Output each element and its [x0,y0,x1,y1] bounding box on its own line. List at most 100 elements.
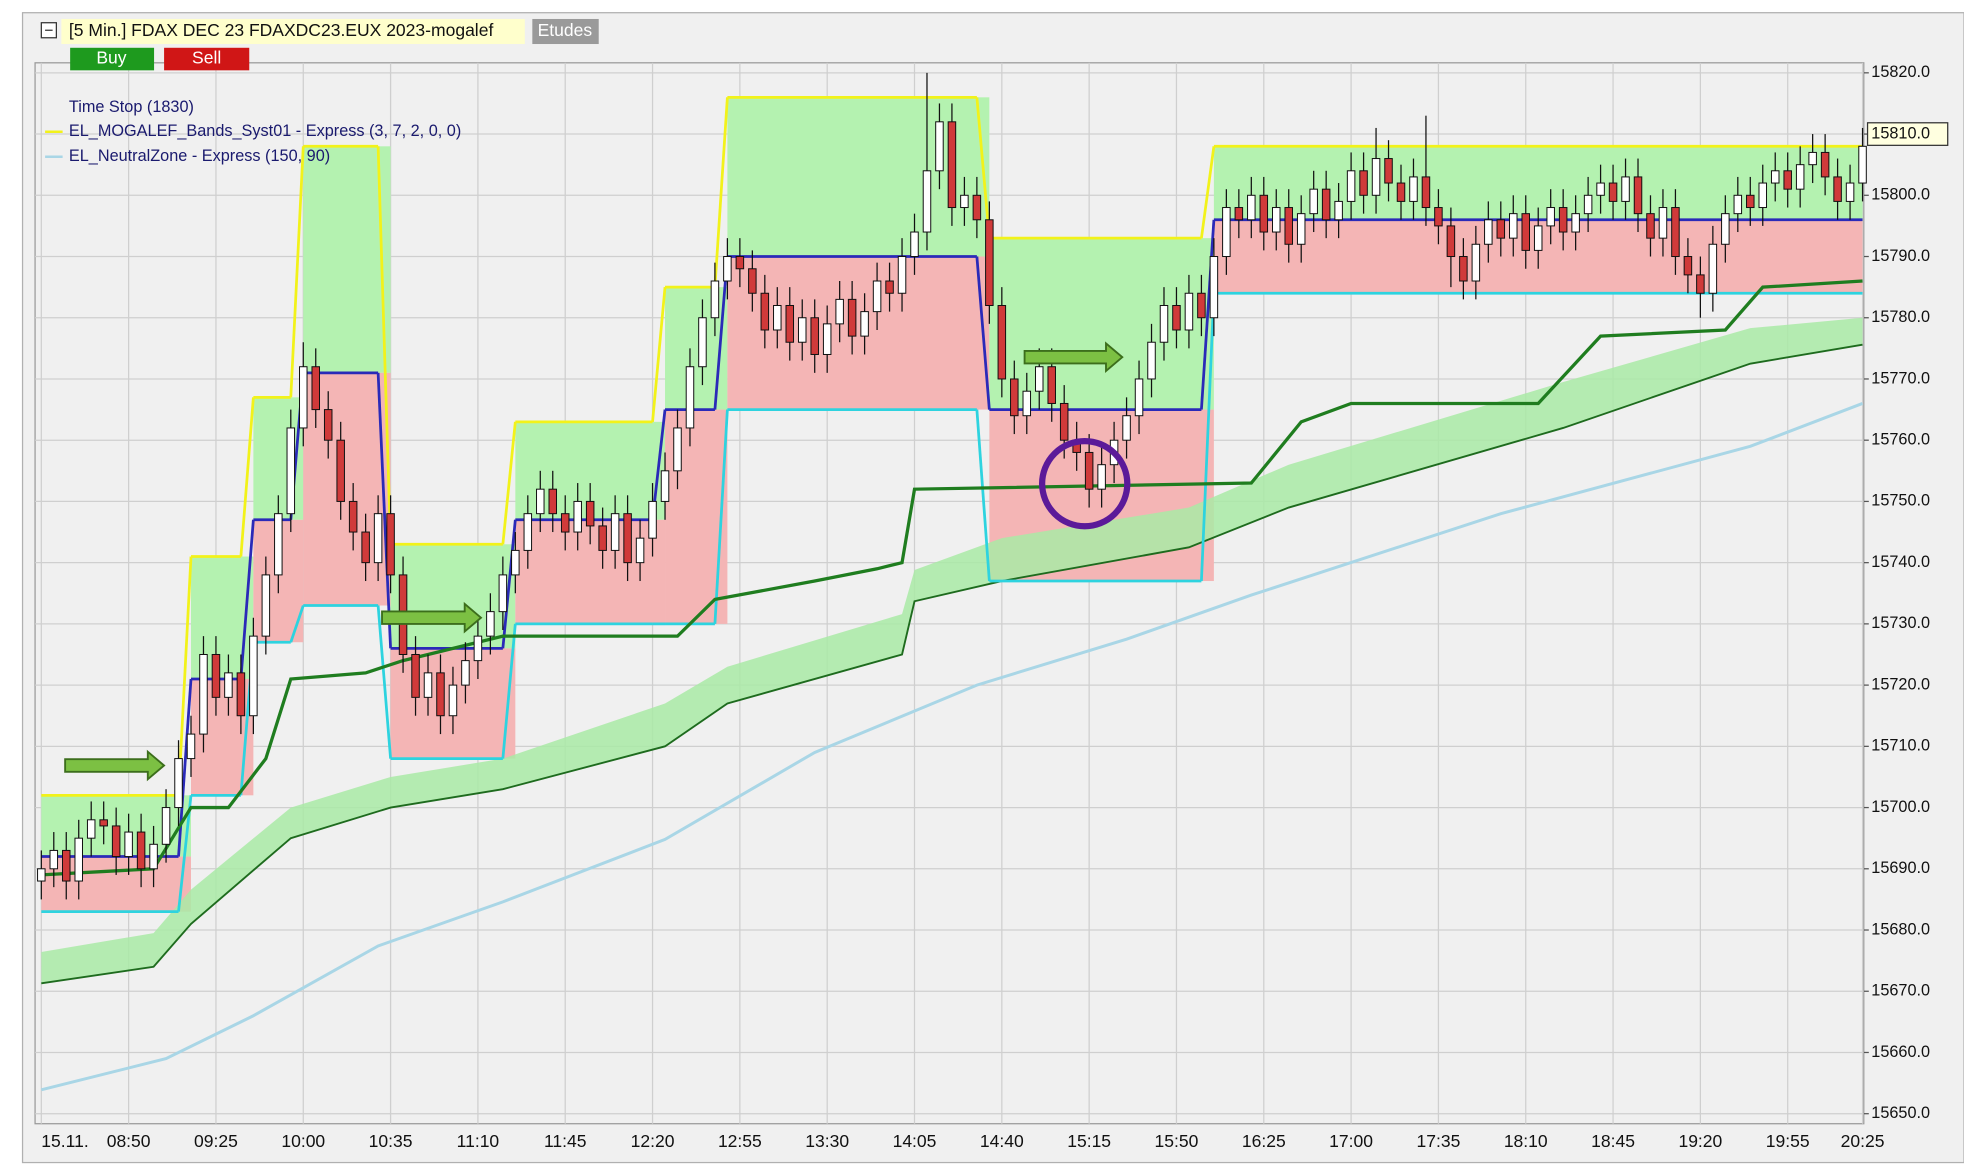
candle-body [598,525,607,551]
header: [5 Min.] FDAX DEC 23 FDAXDC23.EUX 2023-m… [40,18,599,71]
candle-body [1384,158,1393,184]
band-connector [376,146,392,545]
annotations [64,341,1131,782]
x-tick-label: 18:45 [1591,1131,1635,1151]
candle-body [748,268,757,294]
tab-label: Etudes [538,20,593,40]
candle-body [1047,366,1056,404]
band-connector [975,256,991,410]
y-tick-label: 15660.0 [1871,1043,1930,1061]
candle-body [1446,225,1456,258]
chart-title: [5 Min.] FDAX DEC 23 FDAXDC23.EUX 2023-m… [69,20,494,40]
candle-body [1334,200,1343,221]
candle-body [947,121,957,209]
candle-body [560,513,570,533]
candle-body [835,298,844,325]
candle-body [511,549,520,576]
legend-entry: EL_NeutralZone - Express (150, 90) [69,147,330,165]
candle-body [1371,158,1381,196]
candle-body [1596,182,1605,196]
x-tick-label: 16:25 [1242,1131,1286,1151]
candle-body [361,531,370,564]
candle-body [1758,182,1768,209]
candle-body [1421,176,1431,209]
candle-body [473,635,483,662]
candle-body [985,219,994,306]
candle-body [1134,378,1144,417]
sell-button[interactable] [164,47,250,71]
candle-body [773,304,782,331]
candle-body [1721,213,1730,245]
x-tick-label: 10:00 [281,1131,325,1151]
candle-body [1509,213,1518,239]
candle-body [99,819,108,827]
candle-body [1409,176,1418,202]
candle-body [1097,464,1106,490]
candle-body [523,513,533,551]
candle-body [536,488,545,515]
candle-body [1795,164,1805,190]
y-tick-label: 15710.0 [1871,737,1930,755]
x-tick-label: 15.11. [41,1131,88,1151]
candle-body [1770,170,1780,184]
y-tick-label: 15790.0 [1871,247,1930,265]
candle-body [1247,194,1256,221]
candle-body [1284,207,1293,245]
buy-button[interactable] [70,47,155,71]
band-connector [177,795,193,912]
candle-body [1159,304,1169,343]
candle-body [1197,292,1206,319]
candle-body [423,672,433,698]
candle-body [623,513,632,564]
sell-label: Sell [192,48,221,68]
x-tick-label: 15:15 [1067,1131,1111,1151]
y-tick-label: 15800.0 [1871,186,1930,204]
y-tick-label: 15740.0 [1871,553,1930,571]
legend-entry: Time Stop (1830) [69,98,194,116]
candle-body [386,513,395,576]
candle-body [261,574,271,637]
candle-body [1010,378,1019,417]
band-connector [376,605,392,759]
candle-body [498,574,508,613]
band-connector [376,372,392,649]
candle-body [760,292,770,331]
candle-body [1396,182,1406,202]
y-tick-label: 15730.0 [1871,614,1930,632]
band-connector [177,556,193,796]
candle-body [1296,213,1306,245]
candle-body [910,231,919,258]
candle-body [373,513,383,564]
x-tick-label: 12:55 [718,1131,762,1151]
band-connector [1200,219,1216,410]
candle-body [997,304,1007,380]
band-lower-fill [727,256,990,410]
candle-body [1696,274,1705,294]
band-lower-fill [303,372,391,606]
candle-body [49,849,59,870]
band-connector [501,519,517,649]
candle-body [585,500,595,527]
arrow [381,601,483,634]
candle-body [1658,207,1668,239]
candle-body [274,513,283,576]
band-connector [1200,146,1216,239]
x-tick-label: 14:40 [980,1131,1024,1151]
candle-body [61,849,71,882]
band-connector [975,409,991,582]
candle-body [935,121,944,172]
candle-body [149,843,158,870]
candle-body [1571,213,1580,233]
candle-body [872,280,882,313]
candle-body [897,256,907,294]
plot-area: 15650.0 15660.0 15670.0 15680.0 15690.0 15700… [34,62,1949,1151]
y-tick-label: 15760.0 [1871,430,1930,448]
tab[interactable] [532,18,599,45]
indicator-line [40,402,1864,1092]
candle-body [1833,176,1842,202]
band-connector [501,421,517,545]
candle-body [1309,188,1318,215]
candle-body [860,311,869,337]
candle-body [161,807,171,845]
